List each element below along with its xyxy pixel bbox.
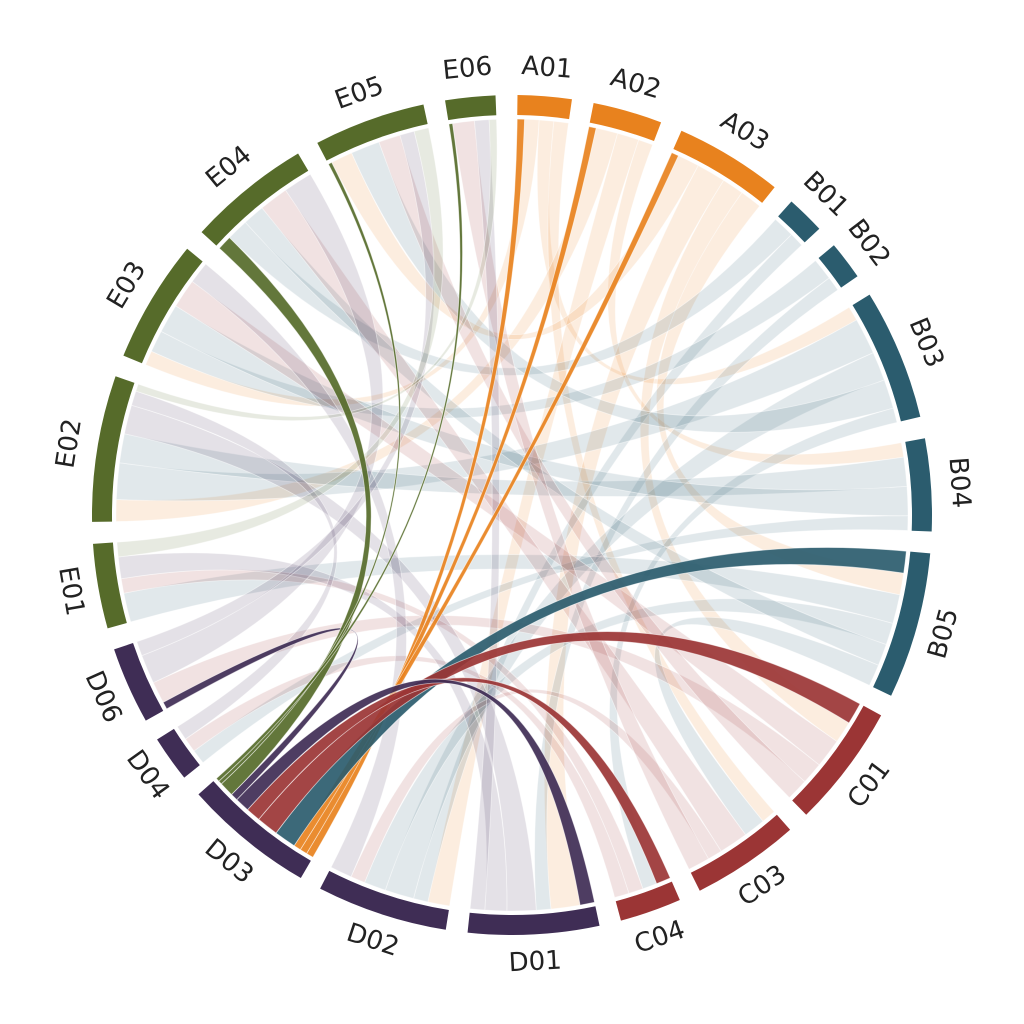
chord-highlight <box>236 678 596 906</box>
chord <box>115 127 619 522</box>
chord <box>469 119 500 911</box>
node-label: E03 <box>101 256 152 314</box>
node-arc <box>818 245 858 288</box>
node-label: B05 <box>922 605 964 662</box>
node-label: D02 <box>343 918 403 963</box>
node-label: B02 <box>841 214 896 273</box>
chord <box>136 130 435 657</box>
node-label: E04 <box>200 140 257 195</box>
chord-highlight <box>306 118 525 858</box>
chord <box>141 173 384 684</box>
chord <box>244 207 887 666</box>
chords <box>115 118 909 912</box>
chord-highlight <box>246 677 671 885</box>
node-label: E02 <box>50 417 88 471</box>
chord <box>191 263 407 878</box>
node-arc <box>467 906 600 935</box>
chord <box>193 515 909 764</box>
node-label: B01 <box>797 166 854 223</box>
node-label: C03 <box>733 859 792 913</box>
node-arc <box>114 643 164 721</box>
node-label: A03 <box>715 106 774 158</box>
arcs <box>92 95 933 935</box>
node-label: E01 <box>52 564 90 618</box>
node-arc <box>320 870 449 930</box>
chord <box>123 404 537 912</box>
node-arc <box>317 104 428 161</box>
chord <box>150 260 830 419</box>
node-arc <box>589 103 662 142</box>
node-arc <box>92 542 127 629</box>
chord <box>534 277 839 911</box>
node-arc <box>778 201 820 243</box>
node-arc <box>615 881 680 921</box>
chord <box>536 119 858 385</box>
node-label: A02 <box>607 62 664 105</box>
chord <box>184 655 630 898</box>
chord <box>160 305 909 517</box>
node-arc <box>690 814 791 891</box>
node-arc <box>905 438 933 532</box>
node-arc <box>92 376 135 522</box>
chord-highlight <box>299 126 597 855</box>
chord <box>116 127 444 558</box>
node-label: C04 <box>631 915 689 960</box>
node-label: D06 <box>79 667 128 728</box>
node-arc <box>517 95 572 120</box>
node-arc <box>445 95 497 121</box>
node-label: A01 <box>520 51 573 85</box>
chord <box>135 118 498 421</box>
chord <box>351 141 894 433</box>
node-arc <box>201 153 309 246</box>
chord <box>384 352 885 900</box>
node-label: E06 <box>441 51 493 86</box>
chord-highlight <box>218 161 402 785</box>
node-label: B03 <box>902 313 949 372</box>
chord <box>350 689 722 884</box>
node-arc <box>123 248 203 364</box>
node-arc <box>792 705 882 815</box>
chord <box>120 569 644 894</box>
chord <box>131 390 338 740</box>
chord <box>654 616 879 836</box>
node-arc <box>157 728 200 778</box>
chord-highlight <box>275 547 907 847</box>
node-arc <box>873 551 931 696</box>
node-label: D01 <box>508 946 563 979</box>
node-label: E05 <box>331 71 388 116</box>
chord <box>119 433 908 497</box>
chord <box>145 118 540 407</box>
chord <box>607 139 905 466</box>
chord <box>261 189 747 852</box>
node-arc <box>198 781 311 879</box>
node-label: B04 <box>943 456 977 509</box>
chord-highlight <box>258 631 861 834</box>
node-arc <box>852 294 921 422</box>
chord-highlight <box>215 123 463 782</box>
chord-highlight <box>293 152 680 851</box>
node-arc <box>673 130 775 203</box>
chord <box>378 134 806 799</box>
